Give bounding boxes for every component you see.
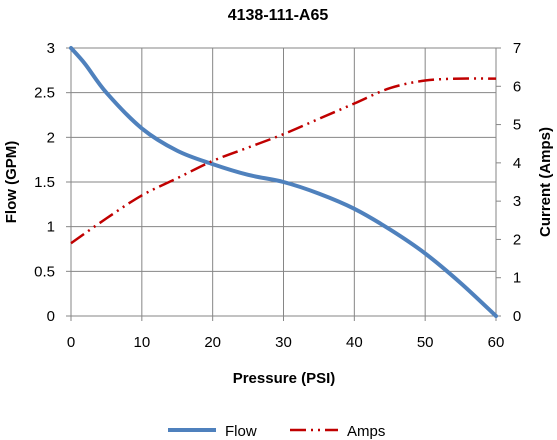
x-axis-title: Pressure (PSI) — [233, 370, 336, 387]
legend-label-flow: Flow — [225, 423, 257, 440]
y2-tick-label: 2 — [513, 231, 521, 248]
y2-tick-label: 7 — [513, 40, 521, 57]
y2-tick-label: 4 — [513, 155, 521, 172]
legend: Flow Amps — [168, 423, 385, 440]
y2-tick-label: 1 — [513, 270, 521, 287]
y2-tick-label: 3 — [513, 193, 521, 210]
y-tick-label: 2.5 — [34, 85, 55, 102]
y2-tick-label: 0 — [513, 308, 521, 325]
y-tick-label: 1.5 — [34, 174, 55, 191]
x-tick-label: 20 — [204, 334, 221, 351]
y2-axis-title: Current (Amps) — [537, 127, 554, 237]
x-tick-label: 0 — [67, 334, 75, 351]
y-tick-label: 2 — [47, 129, 55, 146]
y2-tick-label: 5 — [513, 117, 521, 134]
y-tick-label: 1 — [47, 219, 55, 236]
x-tick-label: 30 — [275, 334, 292, 351]
series-line-flow — [69, 46, 498, 318]
plot-area — [69, 46, 498, 318]
chart-title: 4138-111-A65 — [228, 7, 329, 24]
series-line-amps — [70, 77, 497, 245]
y2-tick-label: 6 — [513, 78, 521, 95]
x-tick-label: 40 — [346, 334, 363, 351]
x-tick-label: 50 — [417, 334, 434, 351]
y-axis-title: Flow (GPM) — [3, 141, 20, 224]
legend-label-amps: Amps — [347, 423, 385, 440]
gridlines — [70, 47, 497, 317]
y-tick-label: 0 — [47, 308, 55, 325]
y-tick-label: 3 — [47, 40, 55, 57]
x-tick-label: 60 — [488, 334, 505, 351]
x-tick-label: 10 — [133, 334, 150, 351]
y-tick-label: 0.5 — [34, 263, 55, 280]
